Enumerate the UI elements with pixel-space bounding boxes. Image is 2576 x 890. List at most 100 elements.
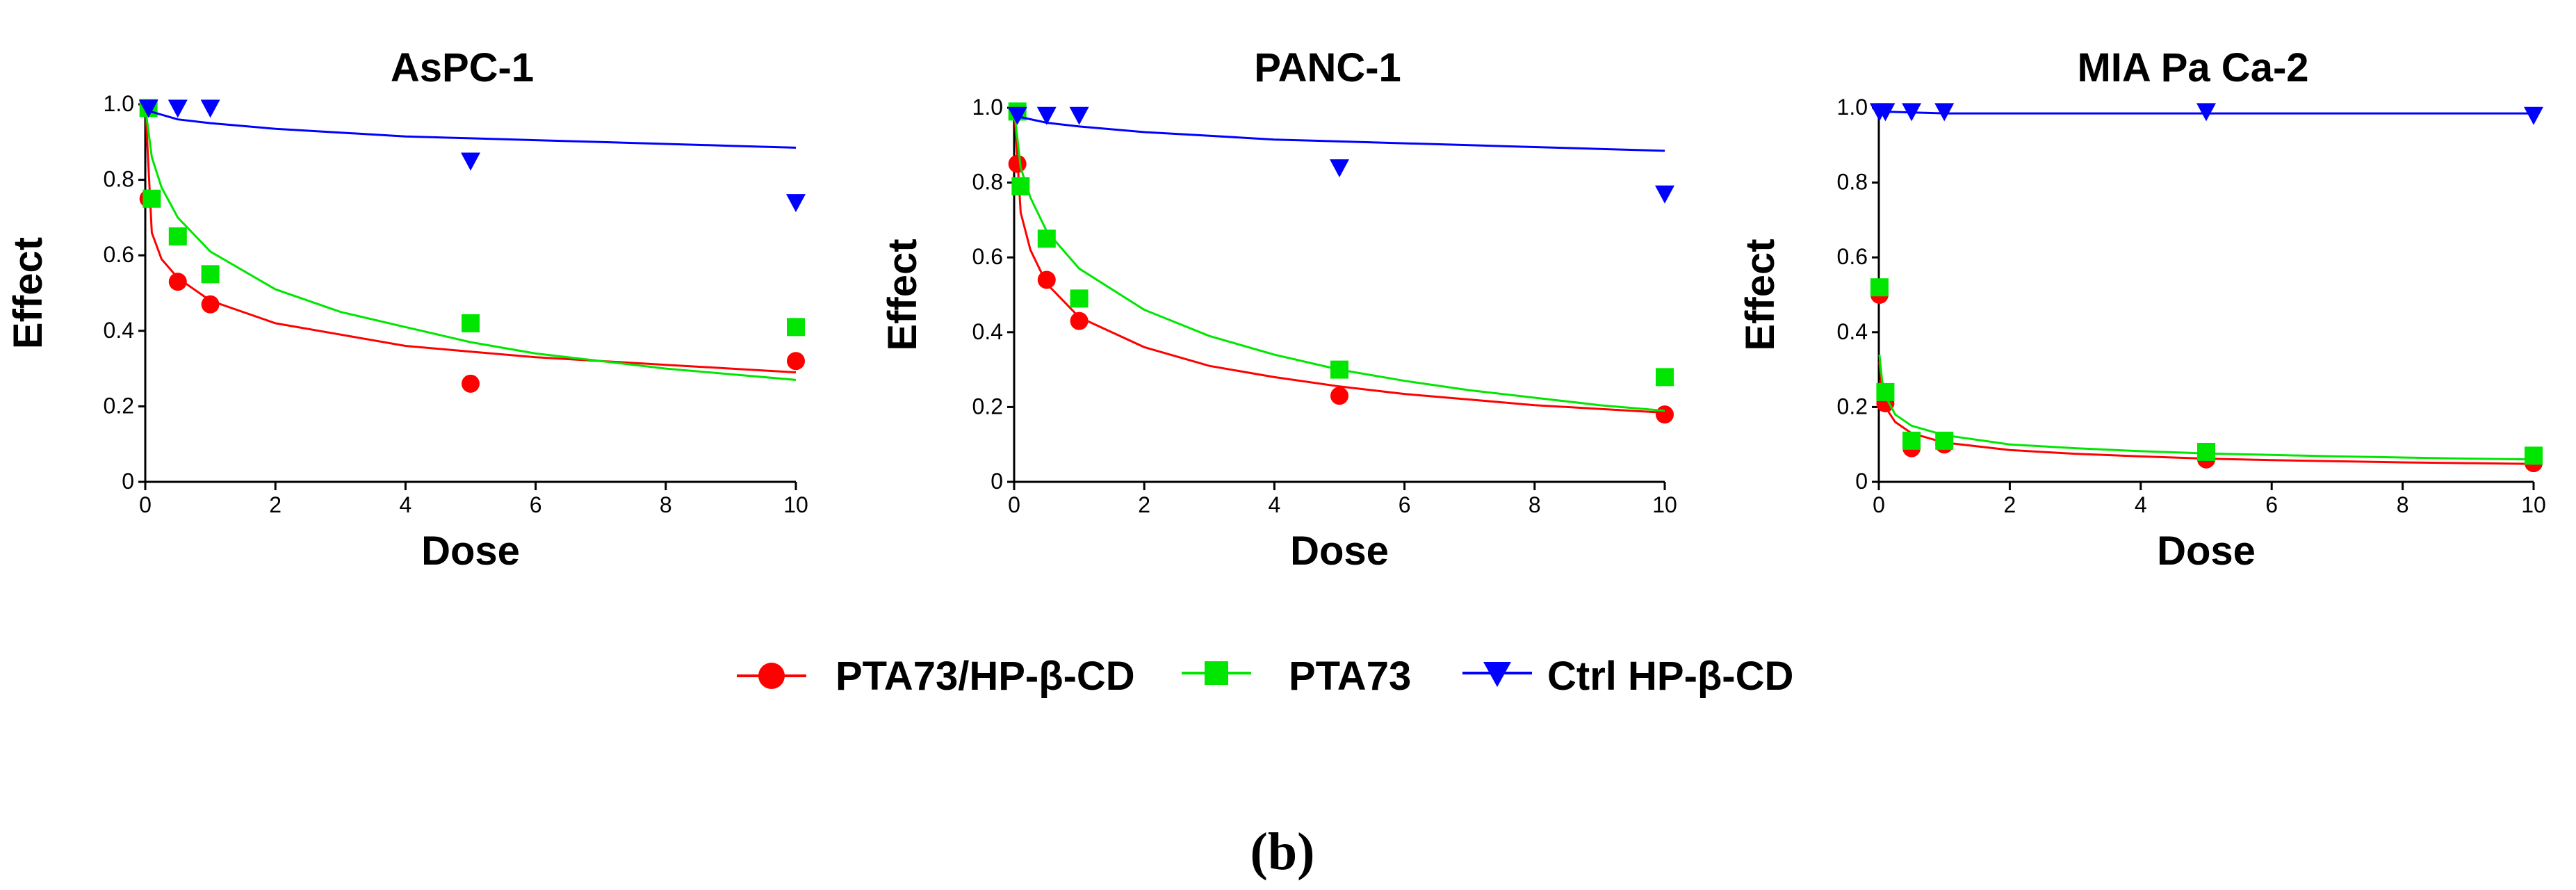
y-tick-label: 0.6 [104, 242, 134, 267]
data-point-ctrl-hp-cd [1007, 106, 1027, 125]
x-tick-label: 10 [2521, 492, 2546, 517]
legend-item-pta73: PTA73 [1182, 654, 1411, 699]
data-point-pta73 [2525, 446, 2543, 465]
data-point-pta73 [2197, 442, 2215, 461]
y-tick-label: 0.4 [972, 319, 1003, 344]
data-point-pta73-hp-cd [1070, 312, 1089, 330]
data-point-ctrl-hp-cd [1655, 185, 1674, 204]
data-point-pta73 [787, 318, 805, 337]
data-point-pta73 [1011, 177, 1030, 195]
data-point-ctrl-hp-cd [168, 99, 188, 118]
data-point-pta73-hp-cd [1656, 405, 1674, 424]
x-tick-label: 6 [1399, 492, 1411, 517]
legend-label-ctrl-hp-cd: Ctrl HP-β-CD [1547, 654, 1793, 699]
data-point-ctrl-hp-cd [2524, 106, 2543, 125]
data-point-pta73 [1070, 289, 1089, 308]
figure-caption: (b) [1250, 823, 1315, 881]
data-point-ctrl-hp-cd [2196, 103, 2216, 122]
data-point-pta73-hp-cd [787, 352, 805, 371]
x-tick-label: 6 [530, 492, 542, 517]
y-tick-label: 0.8 [972, 170, 1003, 195]
y-axis-label: Effect [1738, 238, 1783, 350]
y-tick-label: 0.2 [1837, 394, 1868, 419]
data-point-pta73 [1037, 229, 1056, 248]
y-tick-label: 0 [122, 469, 134, 494]
chart-title: AsPC-1 [391, 45, 534, 90]
fit-curve-pta73-hp-cd [1013, 115, 1665, 414]
data-point-ctrl-hp-cd [1036, 106, 1057, 125]
y-tick-label: 1.0 [972, 95, 1003, 120]
data-point-pta73 [1876, 382, 1895, 401]
x-tick-label: 8 [1529, 492, 1541, 517]
fit-curve-ctrl-hp-cd [1013, 111, 1665, 152]
x-tick-label: 4 [1269, 492, 1281, 517]
data-point-pta73 [1935, 431, 1954, 450]
y-tick-label: 0.6 [1837, 244, 1868, 269]
data-point-pta73 [1656, 368, 1674, 387]
x-axis-label: Dose [421, 528, 520, 574]
x-tick-label: 0 [139, 492, 152, 517]
x-tick-label: 8 [660, 492, 672, 517]
legend-label-pta73-hp-cd: PTA73/HP-β-CD [835, 654, 1135, 699]
y-tick-label: 0.6 [972, 244, 1003, 269]
legend-marker-pta73 [1205, 661, 1228, 685]
legend-marker-ctrl-hp-cd [1483, 662, 1511, 687]
legend: PTA73/HP-β-CD PTA73 Ctrl HP-β-CD [737, 654, 1793, 699]
chart-panel-miapaca2: MIA Pa Ca-2 0 2 4 6 8 10 0 0.2 0.4 0.6 0.8 1.0 Dose Ef… [1738, 45, 2546, 574]
x-tick-label: 2 [269, 492, 282, 517]
fit-curve-pta73 [145, 111, 797, 381]
y-tick-label: 0.2 [104, 393, 134, 418]
data-point-ctrl-hp-cd [1902, 103, 1922, 122]
data-point-pta73 [201, 265, 220, 284]
x-tick-label: 10 [1652, 492, 1677, 517]
y-tick-label: 0.4 [104, 318, 134, 343]
data-point-ctrl-hp-cd [1069, 106, 1089, 125]
data-point-ctrl-hp-cd [461, 152, 480, 171]
x-tick-label: 6 [2265, 492, 2278, 517]
x-tick-label: 0 [1873, 492, 1885, 517]
chart-title: PANC-1 [1254, 45, 1401, 90]
fit-curve-ctrl-hp-cd [145, 105, 797, 149]
x-tick-label: 4 [400, 492, 412, 517]
chart-title: MIA Pa Ca-2 [2077, 45, 2308, 90]
data-point-ctrl-hp-cd [1330, 159, 1349, 178]
y-tick-label: 0 [1855, 469, 1868, 494]
legend-marker-pta73-hp-cd [758, 663, 785, 689]
data-point-pta73 [1870, 278, 1889, 297]
x-tick-label: 2 [1138, 492, 1150, 517]
fit-curve-pta73-hp-cd [145, 115, 797, 373]
fit-curve-pta73 [1878, 354, 2534, 461]
x-axis-label: Dose [2157, 528, 2256, 574]
data-point-pta73-hp-cd [168, 273, 187, 291]
data-point-pta73 [462, 314, 480, 332]
y-tick-label: 0 [991, 469, 1003, 494]
legend-item-ctrl-hp-cd: Ctrl HP-β-CD [1462, 654, 1793, 699]
data-point-pta73 [142, 189, 161, 208]
y-tick-label: 1.0 [104, 91, 134, 116]
x-tick-label: 2 [2004, 492, 2016, 517]
data-point-pta73-hp-cd [1330, 387, 1348, 405]
x-tick-label: 8 [2397, 492, 2409, 517]
data-point-pta73-hp-cd [201, 295, 220, 314]
chart-panels: AsPC-1 0 2 4 6 8 10 0 0.2 0.4 0.6 0.8 1.0 Dose Effect P… [6, 45, 2546, 574]
legend-item-pta73-hp-cd: PTA73/HP-β-CD [737, 654, 1135, 699]
legend-label-pta73: PTA73 [1289, 654, 1411, 699]
y-tick-label: 0.8 [104, 167, 134, 192]
fit-curve-pta73-hp-cd [1878, 362, 2534, 465]
x-tick-label: 0 [1008, 492, 1020, 517]
x-tick-label: 4 [2135, 492, 2147, 517]
data-point-ctrl-hp-cd [1934, 103, 1955, 122]
data-point-pta73 [1902, 431, 1921, 450]
fit-curve-pta73 [1013, 115, 1665, 412]
data-point-pta73 [1330, 360, 1348, 379]
y-axis-label: Effect [880, 238, 925, 350]
y-tick-label: 0.2 [972, 394, 1003, 419]
y-tick-label: 0.8 [1837, 170, 1868, 195]
data-point-pta73 [168, 227, 187, 246]
y-axis-label: Effect [6, 237, 51, 349]
data-point-ctrl-hp-cd [1875, 103, 1896, 122]
data-point-pta73-hp-cd [1037, 270, 1056, 289]
chart-panel-panc1: PANC-1 0 2 4 6 8 10 0 0.2 0.4 0.6 0.8 1.0 Dose Effect [880, 45, 1677, 574]
chart-panel-aspc1: AsPC-1 0 2 4 6 8 10 0 0.2 0.4 0.6 0.8 1.0 Dose Effect [6, 45, 808, 574]
